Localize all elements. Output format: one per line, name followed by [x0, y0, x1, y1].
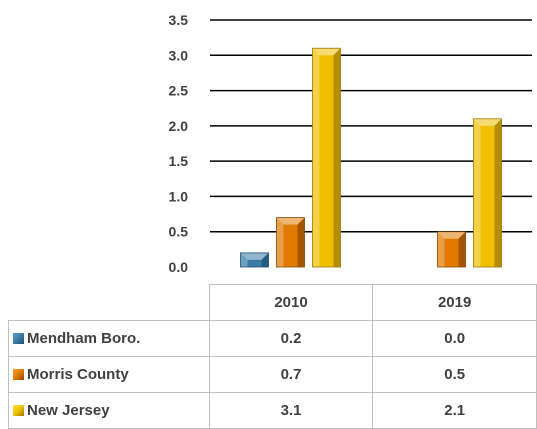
row-label-morris: Morris County: [9, 357, 210, 393]
legend-label-morris: Morris County: [27, 366, 129, 383]
table-header-row: 2010 2019: [9, 285, 537, 321]
bar-chart: 0.0 0.5 1.0 1.5 2.0 2.5 3.0 3.5: [0, 0, 537, 284]
bar-bevel-right: [298, 218, 305, 267]
legend-label-new-jersey: New Jersey: [27, 402, 110, 419]
bar-bevel-left: [474, 119, 481, 267]
bar: [474, 119, 502, 267]
table-cell: 0.7: [209, 357, 373, 393]
bar-bevel-left: [313, 48, 320, 267]
y-tick-label: 0.5: [169, 224, 189, 240]
bar-bevel-right: [334, 48, 341, 267]
y-tick-label: 3.0: [169, 47, 189, 63]
table-corner: [9, 285, 210, 321]
legend-key-morris: [13, 369, 24, 380]
table-row: New Jersey 3.1 2.1: [9, 393, 537, 429]
bar: [313, 48, 341, 267]
y-tick-label: 1.5: [169, 153, 189, 169]
table-header-2010: 2010: [209, 285, 373, 321]
bar: [277, 218, 305, 267]
table-header-2019: 2019: [373, 285, 537, 321]
y-tick-label: 1.0: [169, 188, 189, 204]
table-cell: 0.5: [373, 357, 537, 393]
bar-bevel-right: [495, 119, 502, 267]
y-tick-label: 2.0: [169, 118, 189, 134]
y-tick-label: 3.5: [169, 12, 189, 28]
row-label-mendham: Mendham Boro.: [9, 321, 210, 357]
row-label-new-jersey: New Jersey: [9, 393, 210, 429]
bar: [438, 232, 466, 267]
legend-label-mendham: Mendham Boro.: [27, 330, 140, 347]
table-row: Morris County 0.7 0.5: [9, 357, 537, 393]
table-cell: 0.0: [373, 321, 537, 357]
data-table: 2010 2019 Mendham Boro. 0.2 0.0 Morris C…: [8, 284, 537, 429]
bar: [241, 253, 269, 267]
y-tick-label: 2.5: [169, 83, 189, 99]
bar-bevel-left: [277, 218, 284, 267]
y-tick-label: 0.0: [169, 259, 189, 275]
table-cell: 2.1: [373, 393, 537, 429]
table-cell: 0.2: [209, 321, 373, 357]
legend-key-new-jersey: [13, 405, 24, 416]
legend-key-mendham: [13, 333, 24, 344]
table-row: Mendham Boro. 0.2 0.0: [9, 321, 537, 357]
table-cell: 3.1: [209, 393, 373, 429]
